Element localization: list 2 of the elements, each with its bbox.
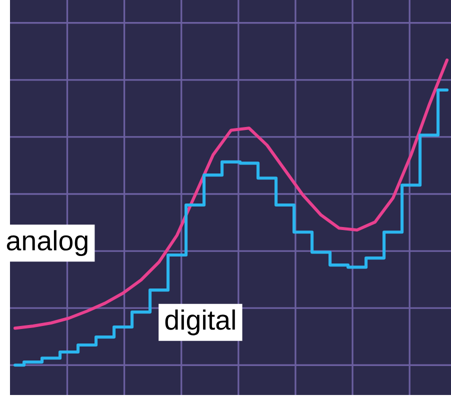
series-label: analog bbox=[6, 230, 88, 256]
series-label: digital bbox=[165, 309, 235, 336]
